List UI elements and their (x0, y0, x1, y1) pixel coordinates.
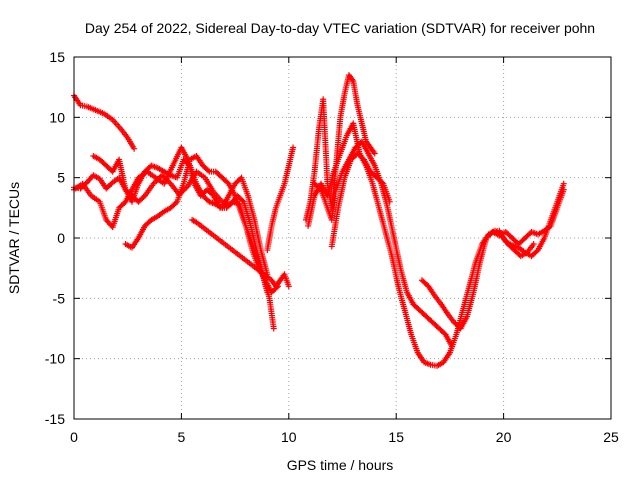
data-point (270, 325, 277, 332)
series-arc-11 (328, 150, 393, 250)
data-point (264, 289, 271, 296)
tick-layer: 0 5 10 15 20 25 -15 -10 -5 0 5 10 15 (45, 49, 619, 445)
data-point (290, 144, 297, 151)
y-tick-label: -10 (45, 351, 65, 367)
series-arc-9 (305, 120, 537, 369)
y-tick-label: -15 (45, 411, 65, 427)
y-tick-label: 15 (49, 49, 65, 65)
data-point (449, 343, 456, 350)
data-point (316, 185, 323, 192)
series-arc-10 (311, 138, 456, 350)
series-arc-12 (418, 180, 567, 332)
x-tick-label: 10 (281, 429, 297, 445)
data-point (530, 241, 537, 248)
data-point (560, 186, 567, 193)
series-arc-13 (489, 186, 567, 248)
data-point (172, 200, 179, 207)
series-arc-4 (90, 152, 271, 278)
y-tick-label: 10 (49, 109, 65, 125)
series-arc-5 (122, 152, 271, 296)
x-tick-label: 5 (178, 429, 186, 445)
x-tick-label: 20 (496, 429, 512, 445)
series-arc-1 (71, 92, 138, 152)
series-arc-2 (71, 168, 277, 332)
x-tick-label: 25 (603, 429, 619, 445)
data-point (386, 198, 393, 205)
series-arc-8 (302, 72, 378, 223)
data-layer (71, 72, 567, 369)
y-axis-label: SDTVAR / TECUs (6, 182, 22, 294)
y-tick-label: -5 (53, 290, 66, 306)
data-point (131, 145, 138, 152)
x-tick-label: 15 (388, 429, 404, 445)
data-point (560, 180, 567, 187)
series-arc-6 (189, 216, 292, 290)
data-point (205, 167, 212, 174)
y-tick-label: 0 (57, 230, 65, 246)
series-arc-7 (264, 144, 297, 254)
x-axis-label: GPS time / hours (287, 457, 394, 473)
data-point (239, 197, 246, 204)
y-tick-label: 5 (57, 170, 65, 186)
x-tick-label: 0 (70, 429, 78, 445)
chart-title: Day 254 of 2022, Sidereal Day-to-day VTE… (85, 20, 595, 36)
data-point (379, 179, 386, 186)
data-point (371, 150, 378, 157)
data-point (285, 283, 292, 290)
